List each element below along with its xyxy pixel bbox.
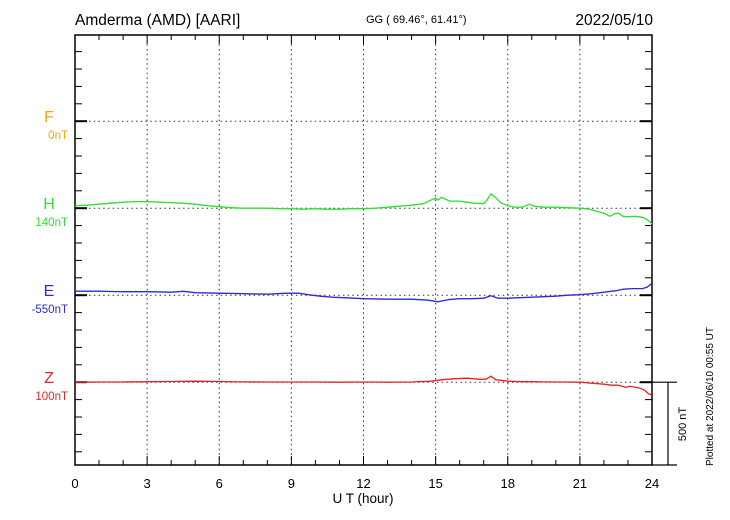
component-label-H: H — [43, 196, 55, 213]
baseline-value-Z: 100nT — [35, 391, 68, 403]
x-tick-label-0: 0 — [71, 476, 78, 491]
baseline-value-H: 140nT — [35, 217, 68, 229]
trace-Z — [74, 375, 653, 396]
plot-date: 2022/05/10 — [575, 12, 653, 29]
x-tick-label-15: 15 — [428, 476, 442, 491]
x-tick-label-9: 9 — [288, 476, 295, 491]
x-tick-label-6: 6 — [216, 476, 223, 491]
component-label-F: F — [44, 109, 54, 126]
x-tick-label-21: 21 — [573, 476, 587, 491]
x-tick-label-18: 18 — [501, 476, 515, 491]
x-tick-label-12: 12 — [356, 476, 370, 491]
x-tick-label-24: 24 — [645, 476, 659, 491]
scale-bar-label: 500 nT — [677, 407, 689, 442]
chart-area: F 0nT H 140nT E -550nT Z 100nT 0 3 6 9 12 15 18 21 24 — [32, 34, 677, 491]
x-tick-label-3: 3 — [144, 476, 151, 491]
baseline-value-F: 0nT — [48, 130, 68, 142]
x-axis-label: U T (hour) — [332, 491, 393, 506]
station-title: Amderma (AMD) [AARI] — [75, 12, 240, 29]
component-label-E: E — [44, 283, 55, 300]
gg-coordinates: GG ( 69.46°, 61.41°) — [366, 14, 467, 26]
trace-E — [75, 282, 653, 303]
plotted-at-note: Plotted at 2022/06/10 00:55 UT — [705, 327, 716, 466]
plot-frame — [74, 34, 653, 466]
baseline-value-E: -550nT — [32, 304, 68, 316]
trace-H — [74, 193, 653, 225]
component-label-Z: Z — [44, 370, 54, 387]
